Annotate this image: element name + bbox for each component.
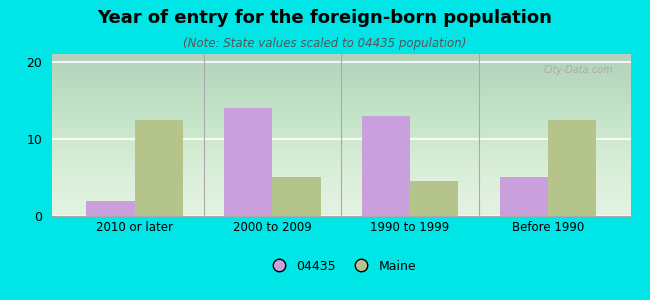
Bar [135, 120, 183, 216]
Bar [224, 108, 272, 216]
Bar [362, 116, 410, 216]
Bar [548, 120, 596, 216]
Legend: 04435, Maine: 04435, Maine [261, 255, 421, 278]
Text: City-Data.com: City-Data.com [543, 65, 613, 75]
Bar [86, 201, 135, 216]
Text: (Note: State values scaled to 04435 population): (Note: State values scaled to 04435 popu… [183, 38, 467, 50]
Bar [410, 181, 458, 216]
Text: Year of entry for the foreign-born population: Year of entry for the foreign-born popul… [98, 9, 552, 27]
Bar [500, 177, 548, 216]
Bar [272, 177, 320, 216]
